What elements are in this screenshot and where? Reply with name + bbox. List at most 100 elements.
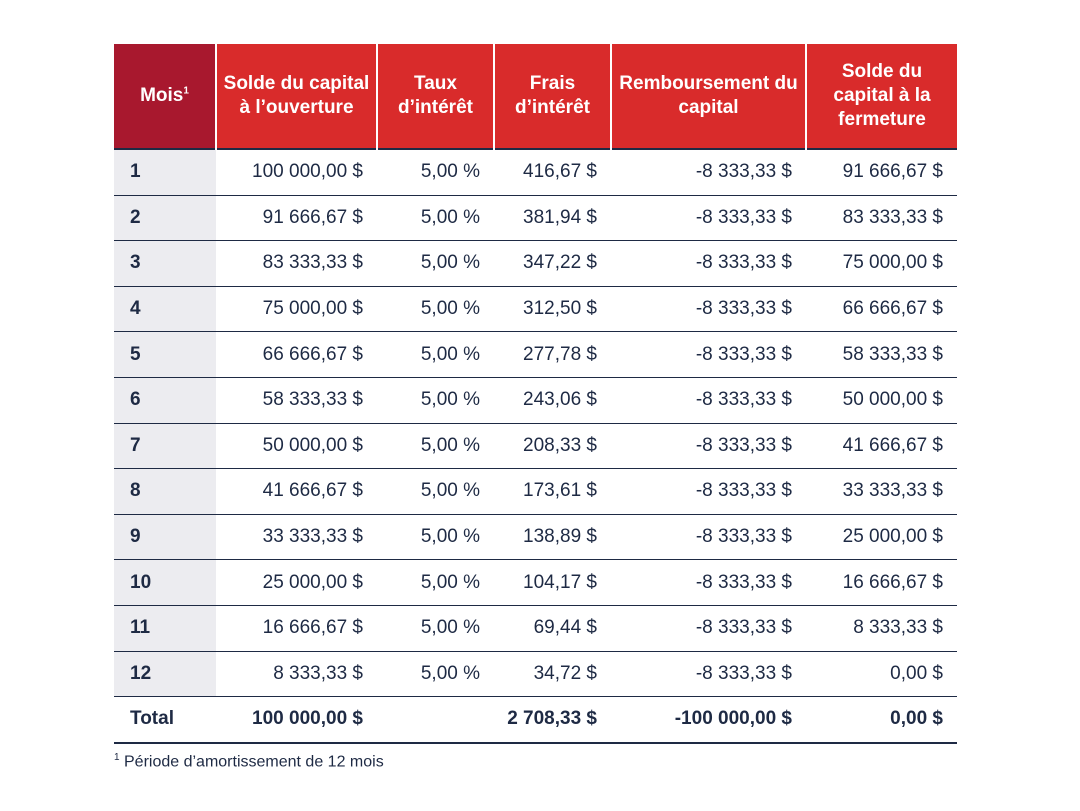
cell-solde-ouverture: 50 000,00 $ — [216, 423, 377, 470]
cell-mois: 3 — [114, 240, 216, 287]
cell-remboursement: -8 333,33 $ — [611, 514, 806, 561]
cell-mois: 6 — [114, 377, 216, 424]
cell-solde-ouverture: 100 000,00 $ — [216, 147, 377, 196]
cell-taux: 5,00 % — [377, 559, 494, 606]
cell-solde-ouverture: 33 333,33 $ — [216, 514, 377, 561]
cell-solde-ouverture: 58 333,33 $ — [216, 377, 377, 424]
cell-remboursement: -8 333,33 $ — [611, 423, 806, 470]
cell-solde-fermeture: 83 333,33 $ — [806, 195, 957, 242]
cell-remboursement: -8 333,33 $ — [611, 377, 806, 424]
table-row: 10 25 000,00 $5,00 % 104,17 $ -8 333,33 $16… — [114, 559, 957, 606]
cell-remboursement: -8 333,33 $ — [611, 147, 806, 196]
cell-solde-ouverture: 83 333,33 $ — [216, 240, 377, 287]
header-mois: Mois1 — [114, 44, 216, 149]
cell-frais: 416,67 $ — [494, 147, 611, 196]
cell-mois: 8 — [114, 468, 216, 515]
total-taux — [377, 696, 494, 744]
cell-taux: 5,00 % — [377, 423, 494, 470]
cell-frais: 381,94 $ — [494, 195, 611, 242]
cell-taux: 5,00 % — [377, 195, 494, 242]
total-solde-ouverture: 100 000,00 $ — [216, 696, 377, 744]
cell-solde-ouverture: 16 666,67 $ — [216, 605, 377, 652]
cell-frais: 138,89 $ — [494, 514, 611, 561]
table-header-row: Mois1 Solde du capital à l’ouverture Tau… — [114, 44, 957, 149]
cell-remboursement: -8 333,33 $ — [611, 195, 806, 242]
cell-taux: 5,00 % — [377, 605, 494, 652]
cell-mois: 9 — [114, 514, 216, 561]
table-row: 4 75 000,00 $5,00 % 312,50 $ -8 333,33 $66 … — [114, 286, 957, 333]
cell-frais: 69,44 $ — [494, 605, 611, 652]
cell-mois: 11 — [114, 605, 216, 652]
cell-solde-fermeture: 66 666,67 $ — [806, 286, 957, 333]
cell-remboursement: -8 333,33 $ — [611, 651, 806, 698]
cell-taux: 5,00 % — [377, 651, 494, 698]
cell-mois: 1 — [114, 147, 216, 196]
cell-taux: 5,00 % — [377, 240, 494, 287]
total-label: Total — [114, 696, 216, 744]
table-row: 1 100 000,00 $5,00 % 416,67 $ -8 333,33 $91… — [114, 147, 957, 196]
cell-solde-fermeture: 0,00 $ — [806, 651, 957, 698]
header-remboursement: Remboursement du capital — [610, 44, 806, 149]
footnote: 1 Période d’amortissement de 12 mois — [114, 752, 384, 771]
cell-taux: 5,00 % — [377, 147, 494, 196]
cell-solde-fermeture: 50 000,00 $ — [806, 377, 957, 424]
table-row: 8 41 666,67 $5,00 % 173,61 $ -8 333,33 $33 … — [114, 468, 957, 515]
cell-solde-fermeture: 25 000,00 $ — [806, 514, 957, 561]
cell-taux: 5,00 % — [377, 377, 494, 424]
cell-frais: 208,33 $ — [494, 423, 611, 470]
table-row: 5 66 666,67 $5,00 % 277,78 $ -8 333,33 $58 … — [114, 331, 957, 378]
total-frais: 2 708,33 $ — [494, 696, 611, 744]
cell-solde-fermeture: 58 333,33 $ — [806, 331, 957, 378]
cell-solde-fermeture: 41 666,67 $ — [806, 423, 957, 470]
total-remboursement: -100 000,00 $ — [611, 696, 806, 744]
cell-mois: 10 — [114, 559, 216, 606]
cell-solde-ouverture: 75 000,00 $ — [216, 286, 377, 333]
cell-solde-ouverture: 25 000,00 $ — [216, 559, 377, 606]
cell-mois: 4 — [114, 286, 216, 333]
cell-solde-ouverture: 66 666,67 $ — [216, 331, 377, 378]
cell-frais: 104,17 $ — [494, 559, 611, 606]
cell-solde-ouverture: 8 333,33 $ — [216, 651, 377, 698]
table-row: 7 50 000,00 $5,00 % 208,33 $ -8 333,33 $41 … — [114, 423, 957, 470]
cell-frais: 312,50 $ — [494, 286, 611, 333]
cell-frais: 277,78 $ — [494, 331, 611, 378]
cell-remboursement: -8 333,33 $ — [611, 286, 806, 333]
cell-frais: 243,06 $ — [494, 377, 611, 424]
table-total-row: Total 100 000,00 $ 2 708,33 $ -100 000,00 $… — [114, 696, 957, 744]
table-row: 2 91 666,67 $5,00 % 381,94 $ -8 333,33 $83 … — [114, 195, 957, 242]
cell-remboursement: -8 333,33 $ — [611, 605, 806, 652]
cell-remboursement: -8 333,33 $ — [611, 331, 806, 378]
cell-taux: 5,00 % — [377, 468, 494, 515]
cell-solde-fermeture: 91 666,67 $ — [806, 147, 957, 196]
cell-frais: 347,22 $ — [494, 240, 611, 287]
header-taux-interet: Taux d’intérêt — [376, 44, 494, 149]
cell-mois: 5 — [114, 331, 216, 378]
header-frais-interet: Frais d’intérêt — [493, 44, 611, 149]
cell-solde-fermeture: 33 333,33 $ — [806, 468, 957, 515]
cell-taux: 5,00 % — [377, 514, 494, 561]
cell-taux: 5,00 % — [377, 331, 494, 378]
table-row: 9 33 333,33 $5,00 % 138,89 $ -8 333,33 $25 … — [114, 514, 957, 561]
cell-mois: 2 — [114, 195, 216, 242]
header-solde-fermeture: Solde du capital à la fermeture — [805, 44, 957, 149]
table-row: 12 8 333,33 $5,00 % 34,72 $ -8 333,33 $0,00… — [114, 651, 957, 698]
amortization-table: Mois1 Solde du capital à l’ouverture Tau… — [114, 44, 957, 744]
cell-remboursement: -8 333,33 $ — [611, 240, 806, 287]
cell-solde-fermeture: 16 666,67 $ — [806, 559, 957, 606]
cell-solde-fermeture: 75 000,00 $ — [806, 240, 957, 287]
cell-mois: 7 — [114, 423, 216, 470]
cell-frais: 173,61 $ — [494, 468, 611, 515]
cell-solde-fermeture: 8 333,33 $ — [806, 605, 957, 652]
table-body: 1 100 000,00 $5,00 % 416,67 $ -8 333,33 $91… — [114, 147, 957, 744]
table-row: 11 16 666,67 $5,00 % 69,44 $ -8 333,33 $8 3… — [114, 605, 957, 652]
cell-solde-ouverture: 91 666,67 $ — [216, 195, 377, 242]
cell-frais: 34,72 $ — [494, 651, 611, 698]
table-row: 6 58 333,33 $5,00 % 243,06 $ -8 333,33 $50 … — [114, 377, 957, 424]
cell-taux: 5,00 % — [377, 286, 494, 333]
amortization-table-container: Mois1 Solde du capital à l’ouverture Tau… — [114, 44, 957, 744]
cell-remboursement: -8 333,33 $ — [611, 559, 806, 606]
table-row: 3 83 333,33 $5,00 % 347,22 $ -8 333,33 $75 … — [114, 240, 957, 287]
cell-remboursement: -8 333,33 $ — [611, 468, 806, 515]
header-solde-ouverture: Solde du capital à l’ouverture — [215, 44, 377, 149]
cell-mois: 12 — [114, 651, 216, 698]
